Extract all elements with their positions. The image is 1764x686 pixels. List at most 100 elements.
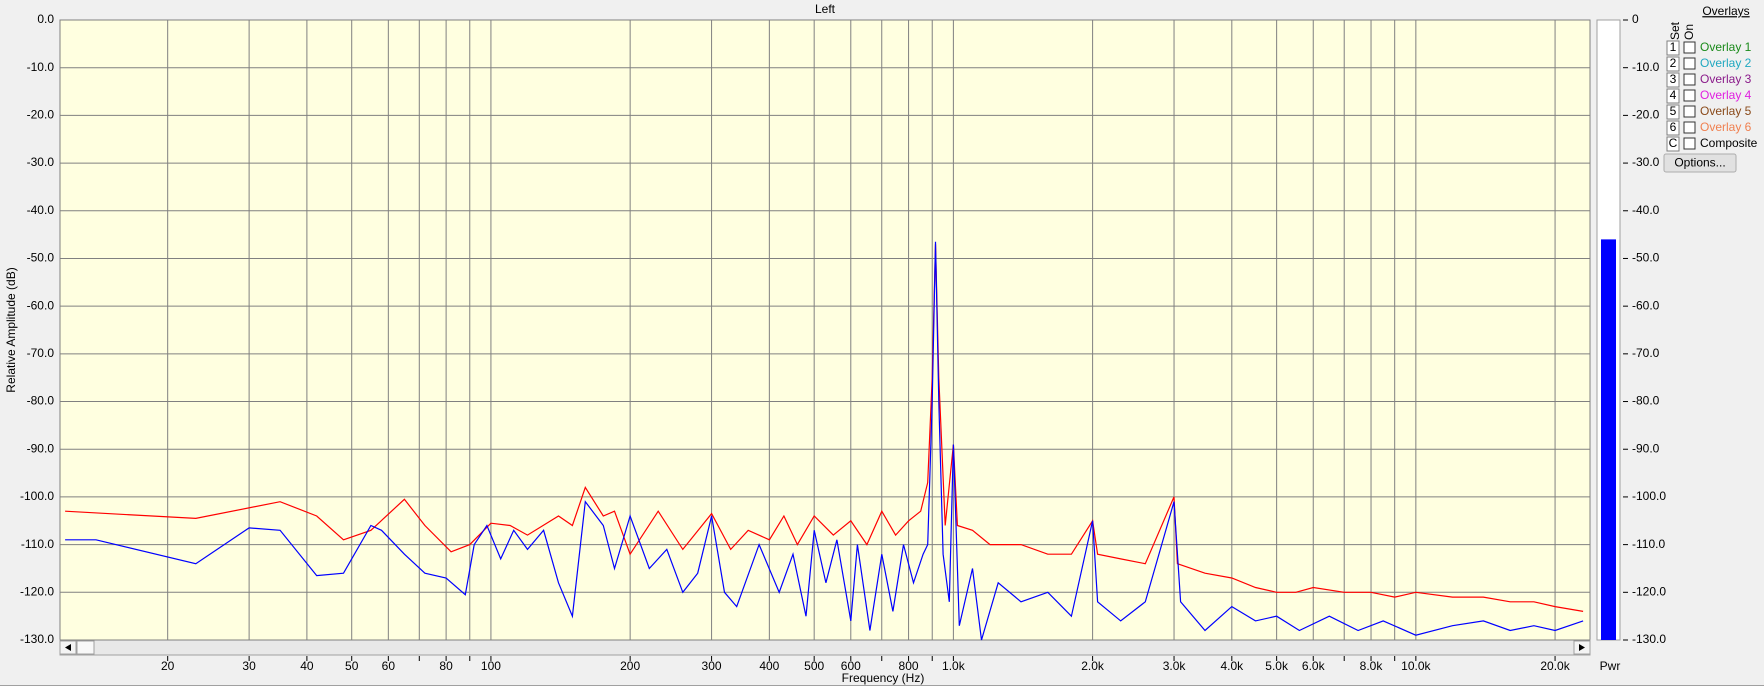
set-button[interactable] — [1666, 72, 1680, 88]
scroll-thumb[interactable] — [76, 640, 95, 655]
set-label: C — [1669, 136, 1678, 150]
overlay-label: Overlay 2 — [1700, 56, 1752, 70]
spectrum-line — [65, 244, 1584, 612]
set-button[interactable] — [1666, 104, 1680, 120]
y-tick-label: -100.0 — [20, 489, 54, 503]
scroll-track — [59, 639, 1591, 656]
x-tick-label: 6.0k — [1302, 659, 1326, 673]
x-tick-label: 80 — [439, 659, 453, 673]
overlay-label: Composite — [1700, 136, 1758, 150]
meter-tick-label: -70.0 — [1632, 346, 1660, 360]
overlay-label: Overlay 6 — [1700, 120, 1752, 134]
x-tick-label: 1.0k — [942, 659, 966, 673]
grid — [60, 19, 1590, 641]
x-tick-label: 300 — [702, 659, 722, 673]
x-tick-label: 500 — [804, 659, 824, 673]
y-tick-label: -40.0 — [27, 203, 55, 217]
set-header: Set — [1668, 21, 1682, 40]
overlay-row[interactable]: 5 Overlay 5 — [1666, 104, 1752, 120]
set-button[interactable] — [1666, 120, 1680, 136]
overlay-row[interactable]: 2 Overlay 2 — [1666, 56, 1752, 72]
meter-tick-label: 0 — [1632, 12, 1639, 26]
y-tick-label: -70.0 — [27, 346, 55, 360]
y-tick-label: -60.0 — [27, 298, 55, 312]
meter-tick-label: -60.0 — [1632, 298, 1660, 312]
set-label: 1 — [1670, 40, 1677, 54]
scrollbar[interactable] — [59, 639, 1591, 656]
set-button[interactable] — [1666, 136, 1680, 152]
meter-tick-label: -90.0 — [1632, 441, 1660, 455]
checkbox[interactable] — [1683, 57, 1696, 70]
set-label: 4 — [1670, 88, 1677, 102]
y-tick-label: -10.0 — [27, 60, 55, 74]
meter-tick-label: -100.0 — [1632, 489, 1666, 503]
overlay-row[interactable]: 3 Overlay 3 — [1666, 72, 1752, 88]
x-tick-label: 600 — [841, 659, 861, 673]
set-button[interactable] — [1666, 40, 1680, 56]
overlays-title: Overlays — [1702, 4, 1749, 18]
x-tick-label: 50 — [345, 659, 359, 673]
meter-tick-label: -50.0 — [1632, 251, 1660, 265]
y-tick-label: 0.0 — [37, 12, 54, 26]
x-tick-label: 3.0k — [1163, 659, 1187, 673]
meter-tick-label: -10.0 — [1632, 60, 1660, 74]
arrow-icon — [1579, 644, 1585, 651]
set-label: 6 — [1670, 120, 1677, 134]
checkbox[interactable] — [1683, 137, 1696, 150]
meter-tick-label: -130.0 — [1632, 632, 1666, 646]
plot-area — [59, 19, 1591, 641]
meter-tick-label: -80.0 — [1632, 394, 1660, 408]
meter-tick-label: -30.0 — [1632, 155, 1660, 169]
meter-label: Pwr — [1600, 659, 1621, 673]
meter-tick-label: -40.0 — [1632, 203, 1660, 217]
x-tick-label: 20.0k — [1540, 659, 1570, 673]
x-tick-label: 800 — [899, 659, 919, 673]
y-tick-label: -80.0 — [27, 394, 55, 408]
x-tick-label: 10.0k — [1401, 659, 1431, 673]
meter-tick-label: -120.0 — [1632, 584, 1666, 598]
y-tick-label: -50.0 — [27, 251, 55, 265]
checkbox[interactable] — [1683, 41, 1696, 54]
x-tick-label: 40 — [300, 659, 314, 673]
overlay-label: Overlay 3 — [1700, 72, 1752, 86]
x-tick-label: 30 — [242, 659, 256, 673]
on-header: On — [1682, 24, 1696, 40]
x-tick-label: 200 — [620, 659, 640, 673]
y-tick-label: -130.0 — [20, 632, 54, 646]
x-tick-label: 5.0k — [1265, 659, 1289, 673]
x-axis-label: Frequency (Hz) — [842, 671, 925, 685]
overlay-label: Overlay 1 — [1700, 40, 1752, 54]
overlay-row[interactable]: 1 Overlay 1 — [1666, 40, 1752, 56]
x-tick-label: 400 — [759, 659, 779, 673]
x-tick-label: 100 — [481, 659, 501, 673]
x-tick-label: 4.0k — [1220, 659, 1244, 673]
overlay-row[interactable]: 4 Overlay 4 — [1666, 88, 1752, 104]
meter-tick-label: -20.0 — [1632, 108, 1660, 122]
meter-tick-label: -110.0 — [1632, 537, 1665, 551]
x-tick-label: 2.0k — [1081, 659, 1105, 673]
set-button[interactable] — [1666, 56, 1680, 72]
x-tick-label: 20 — [161, 659, 175, 673]
overlay-row[interactable]: 6 Overlay 6 — [1666, 120, 1752, 136]
checkbox[interactable] — [1683, 121, 1696, 134]
x-tick-label: 60 — [382, 659, 396, 673]
meter-bar — [1601, 239, 1616, 640]
chart-title: Left — [815, 2, 836, 16]
options-button[interactable]: Options... — [1663, 153, 1737, 173]
checkbox[interactable] — [1683, 89, 1696, 102]
y-tick-label: -120.0 — [20, 584, 54, 598]
x-tick-label: 8.0k — [1360, 659, 1384, 673]
set-button[interactable] — [1666, 88, 1680, 104]
y-axis-label: Relative Amplitude (dB) — [4, 267, 18, 392]
checkbox[interactable] — [1683, 105, 1696, 118]
overlay-label: Overlay 5 — [1700, 104, 1752, 118]
overlay-label: Overlay 4 — [1700, 88, 1752, 102]
button-label: Options... — [1674, 156, 1725, 170]
y-tick-label: -20.0 — [27, 108, 55, 122]
button-frame[interactable] — [1663, 153, 1737, 173]
overlay-row[interactable]: C Composite — [1666, 136, 1758, 152]
arrow-icon — [65, 644, 71, 651]
checkbox[interactable] — [1683, 73, 1696, 86]
